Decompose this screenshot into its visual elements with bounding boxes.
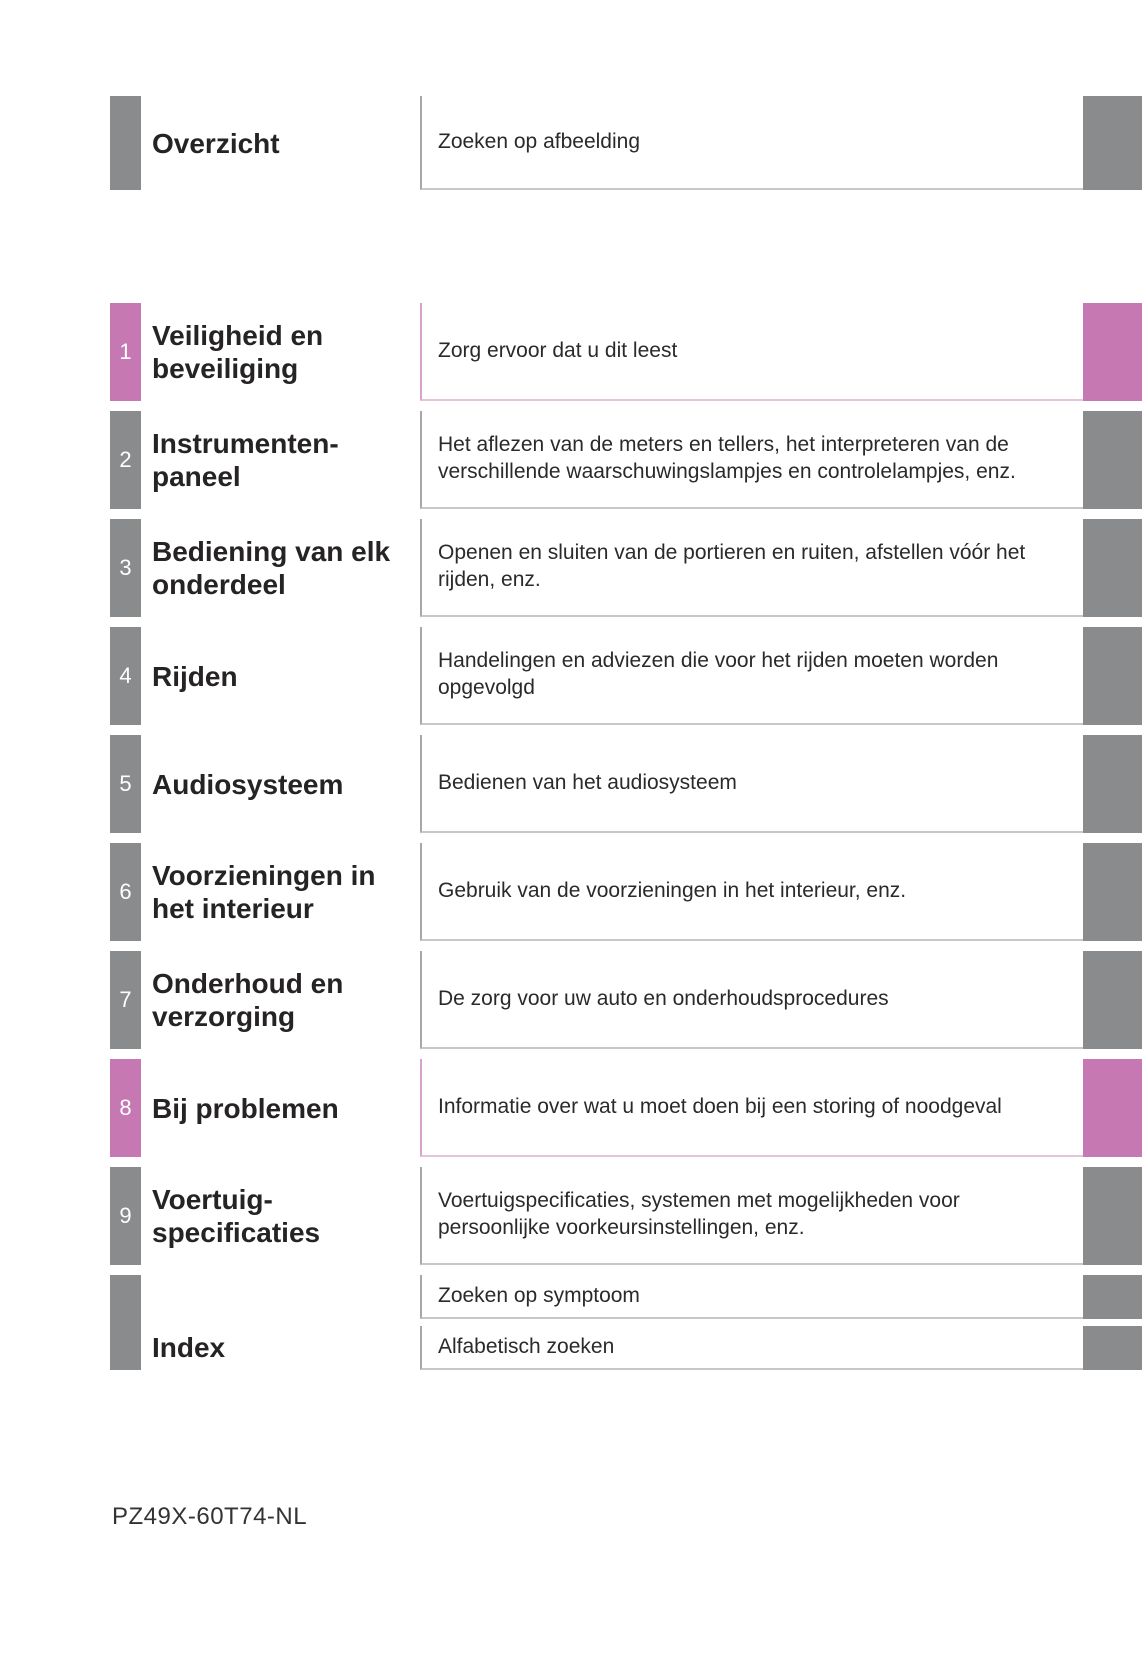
section-number-tab-2: 2 <box>110 411 141 509</box>
section-title-7: Onderhoud en verzorging <box>152 968 344 1032</box>
section-number: 1 <box>119 339 132 364</box>
section-number: 5 <box>119 771 132 796</box>
overview-edge-tab <box>110 96 141 190</box>
section-number-tab-9: 9 <box>110 1167 141 1265</box>
section-number: 2 <box>119 447 132 472</box>
section-right-edge-tab-4 <box>1083 627 1142 725</box>
section-description-7: De zorg voor uw auto en onderhoudsproced… <box>438 986 889 1010</box>
section-title-5: Audiosysteem <box>152 768 344 800</box>
section-number: 6 <box>119 879 132 904</box>
section-title-3: Bediening van elk onderdeel <box>152 536 391 600</box>
section-number: 3 <box>119 555 132 580</box>
section-row-3: 3 Bediening van elk onderdeel Openen en … <box>110 519 1142 617</box>
section-right-edge-tab-6 <box>1083 843 1142 941</box>
section-description-2: Het aflezen van de meters en tellers, he… <box>438 433 1016 483</box>
section-right-edge-tab-9 <box>1083 1167 1142 1265</box>
index-item-1: Zoeken op symptoom <box>438 1283 640 1307</box>
overview-right-edge-tab <box>1083 96 1142 190</box>
overview-description: Zoeken op afbeelding <box>438 129 640 153</box>
section-right-edge-tab-3 <box>1083 519 1142 617</box>
section-title-4: Rijden <box>152 660 238 692</box>
section-number-tab-8: 8 <box>110 1059 141 1157</box>
section-number: 7 <box>119 987 132 1012</box>
section-row-8: 8 Bij problemen Informatie over wat u mo… <box>110 1059 1142 1157</box>
section-row-2: 2 Instrumenten- paneel Het aflezen van d… <box>110 411 1142 509</box>
section-description-3: Openen en sluiten van de portieren en ru… <box>438 541 1026 591</box>
section-title-1: Veiligheid en beveiliging <box>152 320 324 384</box>
section-description-5: Bedienen van het audiosysteem <box>438 770 737 794</box>
section-title-9: Voertuig- specificaties <box>152 1184 321 1248</box>
section-title-8: Bij problemen <box>152 1092 339 1124</box>
index-boxes: Zoeken op symptoom Alfabetisch zoeken <box>420 1275 1142 1370</box>
index-item-box-1: Zoeken op symptoom <box>420 1275 1083 1319</box>
section-number-tab-7: 7 <box>110 951 141 1049</box>
section-row-5: 5 Audiosysteem Bedienen van het audiosys… <box>110 735 1142 833</box>
section-right-edge-tab-2 <box>1083 411 1142 509</box>
section-description-box-8: Informatie over wat u moet doen bij een … <box>420 1059 1083 1157</box>
section-description-box-6: Gebruik van de voorzieningen in het inte… <box>420 843 1083 941</box>
section-row-9: 9 Voertuig- specificaties Voertuigspecif… <box>110 1167 1142 1265</box>
section-right-edge-tab-5 <box>1083 735 1142 833</box>
section-description-box-5: Bedienen van het audiosysteem <box>420 735 1083 833</box>
section-description-1: Zorg ervoor dat u dit leest <box>438 338 678 362</box>
index-item-2: Alfabetisch zoeken <box>438 1334 615 1358</box>
section-description-box-1: Zorg ervoor dat u dit leest <box>420 303 1083 401</box>
section-right-edge-tab-1 <box>1083 303 1142 401</box>
section-right-edge-tab-7 <box>1083 951 1142 1049</box>
section-row-4: 4 Rijden Handelingen en adviezen die voo… <box>110 627 1142 725</box>
index-title: Index <box>152 1332 226 1363</box>
section-title-2: Instrumenten- paneel <box>152 428 339 492</box>
section-description-8: Informatie over wat u moet doen bij een … <box>438 1094 1002 1118</box>
index-item-box-2: Alfabetisch zoeken <box>420 1326 1083 1370</box>
section-title-6: Voorzieningen in het interieur <box>152 860 376 924</box>
section-description-box-4: Handelingen en adviezen die voor het rij… <box>420 627 1083 725</box>
index-edge-tab <box>110 1275 141 1370</box>
index-right-edge-tab-1 <box>1083 1275 1142 1319</box>
section-number: 4 <box>119 663 132 688</box>
section-description-6: Gebruik van de voorzieningen in het inte… <box>438 878 907 902</box>
section-row-overview: Overzicht Zoeken op afbeelding <box>110 96 1142 190</box>
section-description-box-2: Het aflezen van de meters en tellers, he… <box>420 411 1083 509</box>
section-number-tab-6: 6 <box>110 843 141 941</box>
section-row-1: 1 Veiligheid en beveiliging Zorg ervoor … <box>110 303 1142 401</box>
overview-description-box: Zoeken op afbeelding <box>420 96 1083 190</box>
section-description-4: Handelingen en adviezen die voor het rij… <box>438 649 999 699</box>
section-number-tab-3: 3 <box>110 519 141 617</box>
index-item-row-2: Alfabetisch zoeken <box>420 1326 1142 1370</box>
section-number-tab-5: 5 <box>110 735 141 833</box>
section-number: 9 <box>119 1203 132 1228</box>
index-right-edge-tab-2 <box>1083 1326 1142 1370</box>
section-description-9: Voertuigspecificaties, systemen met moge… <box>438 1189 960 1239</box>
index-item-row-1: Zoeken op symptoom <box>420 1275 1142 1319</box>
section-number: 8 <box>119 1095 132 1120</box>
section-number-tab-1: 1 <box>110 303 141 401</box>
section-description-box-3: Openen en sluiten van de portieren en ru… <box>420 519 1083 617</box>
section-row-6: 6 Voorzieningen in het interieur Gebruik… <box>110 843 1142 941</box>
publication-code: PZ49X-60T74-NL <box>112 1503 308 1530</box>
section-description-box-7: De zorg voor uw auto en onderhoudsproced… <box>420 951 1083 1049</box>
section-row-7: 7 Onderhoud en verzorging De zorg voor u… <box>110 951 1142 1049</box>
section-description-box-9: Voertuigspecificaties, systemen met moge… <box>420 1167 1083 1265</box>
overview-title: Overzicht <box>152 127 280 159</box>
section-right-edge-tab-8 <box>1083 1059 1142 1157</box>
index-section: Index Zoeken op symptoom Alfabetisch zoe… <box>110 1275 1142 1370</box>
section-number-tab-4: 4 <box>110 627 141 725</box>
